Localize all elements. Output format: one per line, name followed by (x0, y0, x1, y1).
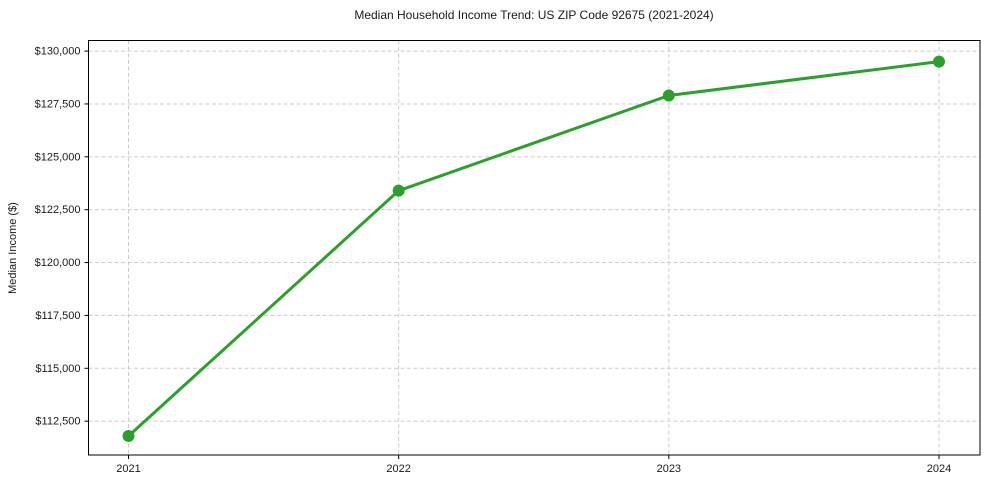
x-tick-label: 2023 (657, 463, 681, 475)
y-tick-label: $125,000 (35, 151, 81, 163)
data-point-2021 (122, 429, 135, 442)
y-tick-label: $115,000 (35, 363, 80, 375)
y-tick-label: $112,500 (35, 416, 80, 428)
y-tick-label: $122,500 (35, 204, 81, 216)
y-tick-label: $120,000 (35, 257, 81, 269)
axis-box (88, 40, 981, 456)
series-line (127, 60, 941, 438)
chart-title: Median Household Income Trend: US ZIP Co… (354, 8, 714, 22)
x-tick-label: 2024 (927, 463, 951, 475)
y-tick-label: $117,500 (35, 310, 80, 322)
y-tick-label: $130,000 (35, 46, 81, 58)
data-point-2024 (933, 55, 945, 68)
data-point-2023 (662, 89, 675, 102)
x-tick-label: 2022 (386, 463, 410, 475)
plot-area: $112,500 $115,000 $117,500 $120,000 $122,500… (35, 40, 981, 475)
y-axis-label: Median Income ($) (7, 202, 19, 294)
data-point-2022 (392, 184, 405, 197)
x-tick-label: 2021 (116, 463, 140, 475)
y-tick-label: $127,500 (35, 98, 81, 110)
